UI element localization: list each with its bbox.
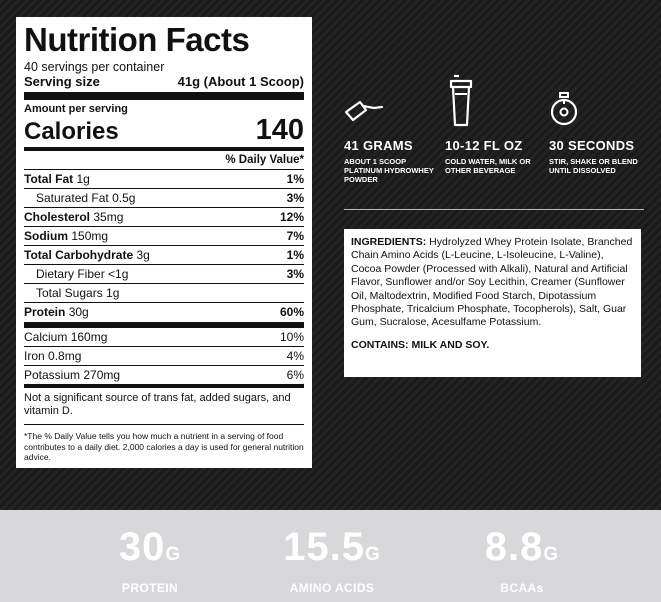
stat-label: BCAAs xyxy=(500,581,544,595)
stat-value: 8.8 xyxy=(484,525,544,569)
ingredients-text: Hydrolyzed Whey Protein Isolate, Branche… xyxy=(351,236,633,329)
nutrient-amount: 35mg xyxy=(93,210,124,224)
direction-desc: ABOUT 1 SCOOP PLATINUM HYDROWHEY POWDER xyxy=(344,157,434,184)
nutrient-row-cholesterol: Cholesterol 35mg 12% xyxy=(24,208,304,227)
nutrient-name: Total Carbohydrate xyxy=(24,248,134,262)
nutrient-row-total-fat: Total Fat 1g 1% xyxy=(24,170,304,189)
stat-amino-acids: 15.5G AMINO ACIDS xyxy=(262,525,402,595)
direction-title: 30 SECONDS xyxy=(549,138,635,153)
stat-unit: G xyxy=(365,544,381,565)
nutrient-name: Total Sugars xyxy=(36,286,103,300)
ingredients-paragraph: INGREDIENTS: Hydrolyzed Whey Protein Iso… xyxy=(351,236,635,330)
stats-band: 30G PROTEIN 15.5G AMINO ACIDS 8.8G BCAAs xyxy=(0,510,661,602)
direction-desc: STIR, SHAKE OR BLEND UNTIL DISSOLVED xyxy=(549,157,638,175)
serving-size-value: 41g (About 1 Scoop) xyxy=(177,74,304,89)
divider-medium xyxy=(24,147,304,151)
stat-unit: G xyxy=(165,544,182,565)
nutrient-amount: 160mg xyxy=(70,330,108,344)
nutrient-name: Total Fat xyxy=(24,172,74,186)
calories-value: 140 xyxy=(255,114,304,146)
serving-size-label: Serving size xyxy=(24,74,100,89)
nutrient-amount: 270mg xyxy=(83,368,121,382)
nutrient-name: Iron xyxy=(24,349,45,363)
nutrient-name: Dietary Fiber xyxy=(36,267,105,281)
stat-bcaas: 8.8G BCAAs xyxy=(462,525,582,595)
direction-timer: 30 SECONDS STIR, SHAKE OR BLEND UNTIL DI… xyxy=(549,68,644,175)
nutrient-amount: 1g xyxy=(76,172,90,186)
nutrition-facts-title: Nutrition Facts xyxy=(24,21,250,58)
nutrient-row-calcium: Calcium 160mg 10% xyxy=(24,328,304,347)
nutrient-name: Calcium xyxy=(24,330,68,344)
nutrition-facts-panel: Nutrition Facts 40 servings per containe… xyxy=(16,17,312,468)
daily-value-footnote: *The % Daily Value tells you how much a … xyxy=(24,431,304,462)
serving-size-row: Serving size 41g (About 1 Scoop) xyxy=(24,74,304,89)
ingredients-box: INGREDIENTS: Hydrolyzed Whey Protein Iso… xyxy=(344,229,641,377)
nutrient-percent: 10% xyxy=(279,330,304,344)
nutrient-amount: 0.5g xyxy=(112,191,136,205)
trans-fat-footnote: Not a significant source of trans fat, a… xyxy=(24,388,304,425)
scoop-icon xyxy=(344,68,439,128)
direction-title: 10-12 FL OZ xyxy=(445,138,523,153)
nutrient-row-total-sugars: Total Sugars 1g xyxy=(24,284,304,303)
nutrient-percent: 3% xyxy=(286,267,304,281)
nutrient-row-dietary-fiber: Dietary Fiber <1g 3% xyxy=(24,265,304,284)
direction-scoop: 41 GRAMS ABOUT 1 SCOOP PLATINUM HYDROWHE… xyxy=(344,68,439,184)
nutrient-name: Saturated Fat xyxy=(36,191,109,205)
nutrient-row-iron: Iron 0.8mg 4% xyxy=(24,347,304,366)
calories-row: Calories 140 xyxy=(24,115,304,145)
nutrient-row-protein: Protein 30g 60% xyxy=(24,303,304,328)
nutrient-percent: 3% xyxy=(286,191,304,205)
nutrient-name: Sodium xyxy=(24,229,68,243)
nutrient-amount: 30g xyxy=(68,305,89,319)
nutrient-percent: 1% xyxy=(286,248,304,262)
nutrient-percent: 60% xyxy=(279,305,304,319)
servings-per-container: 40 servings per container xyxy=(24,60,165,74)
direction-desc: COLD WATER, MILK OR OTHER BEVERAGE xyxy=(445,157,531,175)
nutrient-row-potassium: Potassium 270mg 6% xyxy=(24,366,304,388)
stat-label: AMINO ACIDS xyxy=(289,581,375,595)
nutrient-amount: 3g xyxy=(136,248,150,262)
amount-per-serving: Amount per serving xyxy=(24,103,128,115)
nutrient-name: Protein xyxy=(24,305,66,319)
nutrient-row-sodium: Sodium 150mg 7% xyxy=(24,227,304,246)
nutrient-amount: 0.8mg xyxy=(48,349,82,363)
nutrient-percent: 12% xyxy=(279,210,304,224)
nutrient-row-saturated-fat: Saturated Fat 0.5g 3% xyxy=(24,189,304,208)
nutrient-name: Potassium xyxy=(24,368,81,382)
timer-icon xyxy=(549,68,644,128)
shaker-icon xyxy=(445,68,540,128)
stat-value: 15.5 xyxy=(283,525,366,569)
nutrient-percent: 6% xyxy=(286,368,304,382)
nutrient-amount: 1g xyxy=(106,286,120,300)
stat-protein: 30G PROTEIN xyxy=(90,525,210,595)
nutrient-percent: 1% xyxy=(286,172,304,186)
calories-label: Calories xyxy=(24,118,119,145)
directions-section: 41 GRAMS ABOUT 1 SCOOP PLATINUM HYDROWHE… xyxy=(344,68,644,210)
direction-shaker: 10-12 FL OZ COLD WATER, MILK OR OTHER BE… xyxy=(445,68,540,175)
stat-value: 30 xyxy=(118,525,166,569)
nutrient-amount: <1g xyxy=(108,267,129,281)
nutrient-percent: 4% xyxy=(286,349,304,363)
nutrient-row-total-carbohydrate: Total Carbohydrate 3g 1% xyxy=(24,246,304,265)
ingredients-label: INGREDIENTS: xyxy=(351,236,427,248)
daily-value-header: % Daily Value* xyxy=(24,153,304,170)
stat-unit: G xyxy=(543,544,560,565)
direction-title: 41 GRAMS xyxy=(344,138,413,153)
stat-label: PROTEIN xyxy=(121,581,179,595)
allergen-statement: CONTAINS: MILK AND SOY. xyxy=(351,338,490,351)
divider-thick xyxy=(24,92,304,100)
nutrient-percent: 7% xyxy=(286,229,304,243)
nutrient-amount: 150mg xyxy=(71,229,109,243)
nutrient-name: Cholesterol xyxy=(24,210,91,224)
